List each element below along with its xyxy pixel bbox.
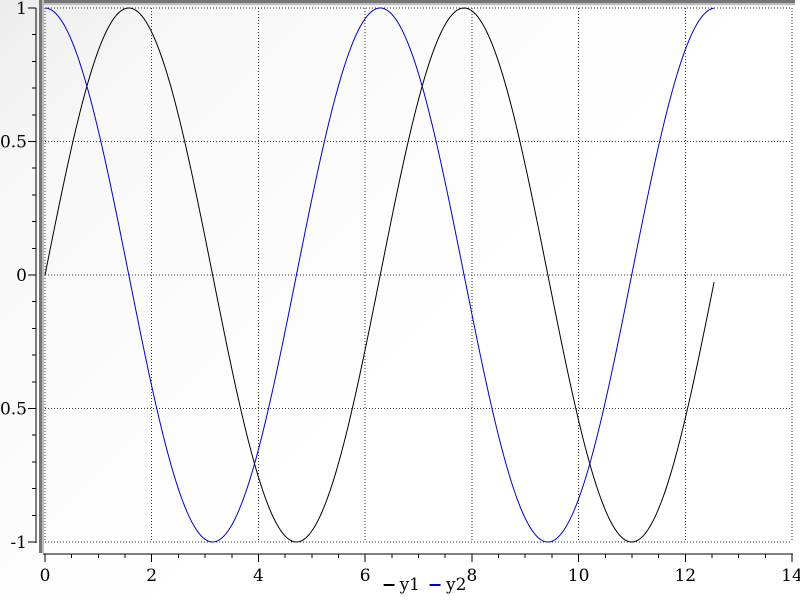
x-tick-label: 14	[781, 566, 800, 586]
legend-line-sample-y2	[430, 584, 441, 586]
x-tick-label: 8	[466, 566, 477, 586]
x-tick-label: 6	[360, 566, 371, 586]
curve-y1	[44, 7, 715, 543]
plot-frame-left-inner	[42, 0, 44, 553]
y-tick-label: 0.5	[0, 133, 27, 153]
x-tick-label: 12	[674, 566, 696, 586]
plot-frame-left	[39, 0, 42, 553]
x-tick-label: 4	[253, 566, 264, 586]
x-tick-label: 0	[40, 566, 51, 586]
plot-frame-top	[39, 0, 795, 3]
x-tick-label: 10	[568, 566, 590, 586]
plot-frame-top-inner	[39, 3, 795, 5]
x-tick-label: 2	[146, 566, 157, 586]
y-tick-label: 1	[16, 0, 27, 19]
curve-y2	[44, 7, 715, 543]
y-tick-label: -0.5	[0, 400, 27, 420]
legend-item-y2: y2	[430, 575, 466, 595]
legend-item-y1: y1	[383, 575, 420, 595]
y-tick-label: 0	[16, 266, 27, 286]
chart-legend: y1 y2	[383, 575, 466, 595]
legend-line-sample-y1	[383, 584, 395, 586]
legend-label-y2: y2	[446, 575, 467, 595]
legend-label-y1: y1	[399, 575, 420, 595]
y-tick-label: -1	[10, 533, 27, 553]
